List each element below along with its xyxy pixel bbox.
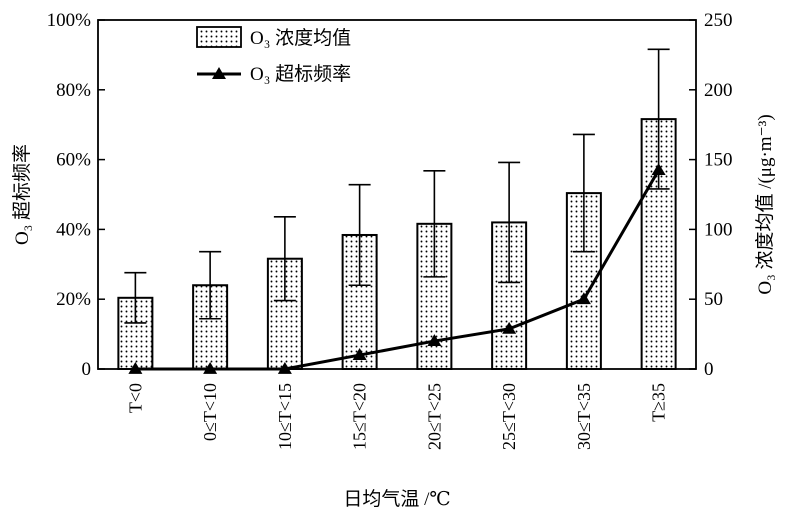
left-tick-label-1: 20% [56,289,91,310]
left-tick-label-0: 0 [82,359,92,380]
right-tick-label-5: 250 [704,10,733,31]
x-tick-label-1: 0≤T<10 [200,383,220,441]
line-point-6 [576,292,591,305]
x-tick-label-0: T<0 [125,383,145,413]
y-axis-left-title: O₃ 超标频率 [11,144,33,245]
left-tick-label-4: 80% [56,80,91,101]
line-point-3 [352,348,367,360]
line-point-2 [277,362,292,374]
plot-frame [97,19,697,370]
line-series [135,169,660,371]
x-tick-label-2: 10≤T<15 [275,383,295,450]
x-tick-label-4: 20≤T<25 [424,383,444,450]
x-axis-title: 日均气温 /℃ [343,488,450,510]
x-tick-label-6: 30≤T<35 [574,383,594,450]
line-point-4 [427,334,442,346]
right-tick-label-1: 50 [704,289,723,310]
legend-bar-swatch [196,26,242,48]
right-tick-label-4: 200 [704,80,733,101]
line-point-1 [203,362,218,374]
line-point-0 [128,362,143,374]
y-axis-right-title: O₃ 浓度均值 /(μg·m⁻³) [754,114,776,294]
left-tick-label-2: 40% [56,219,91,240]
legend-line-marker [212,67,226,79]
x-tick-label-5: 25≤T<30 [499,383,519,450]
right-tick-label-0: 0 [704,359,714,380]
right-tick-label-3: 150 [704,150,733,171]
left-tick-label-3: 60% [56,150,91,171]
x-tick-label-7: T≥35 [649,383,669,422]
legend-bar-label: O₃ 浓度均值 [250,27,351,49]
left-tick-label-5: 100% [47,10,92,31]
x-tick-label-3: 15≤T<20 [350,383,370,450]
bar-3 [341,233,378,370]
legend-line-label: O₃ 超标频率 [250,63,351,85]
line-point-5 [502,321,517,334]
right-tick-label-2: 100 [704,219,733,240]
line-point-7 [651,163,666,175]
